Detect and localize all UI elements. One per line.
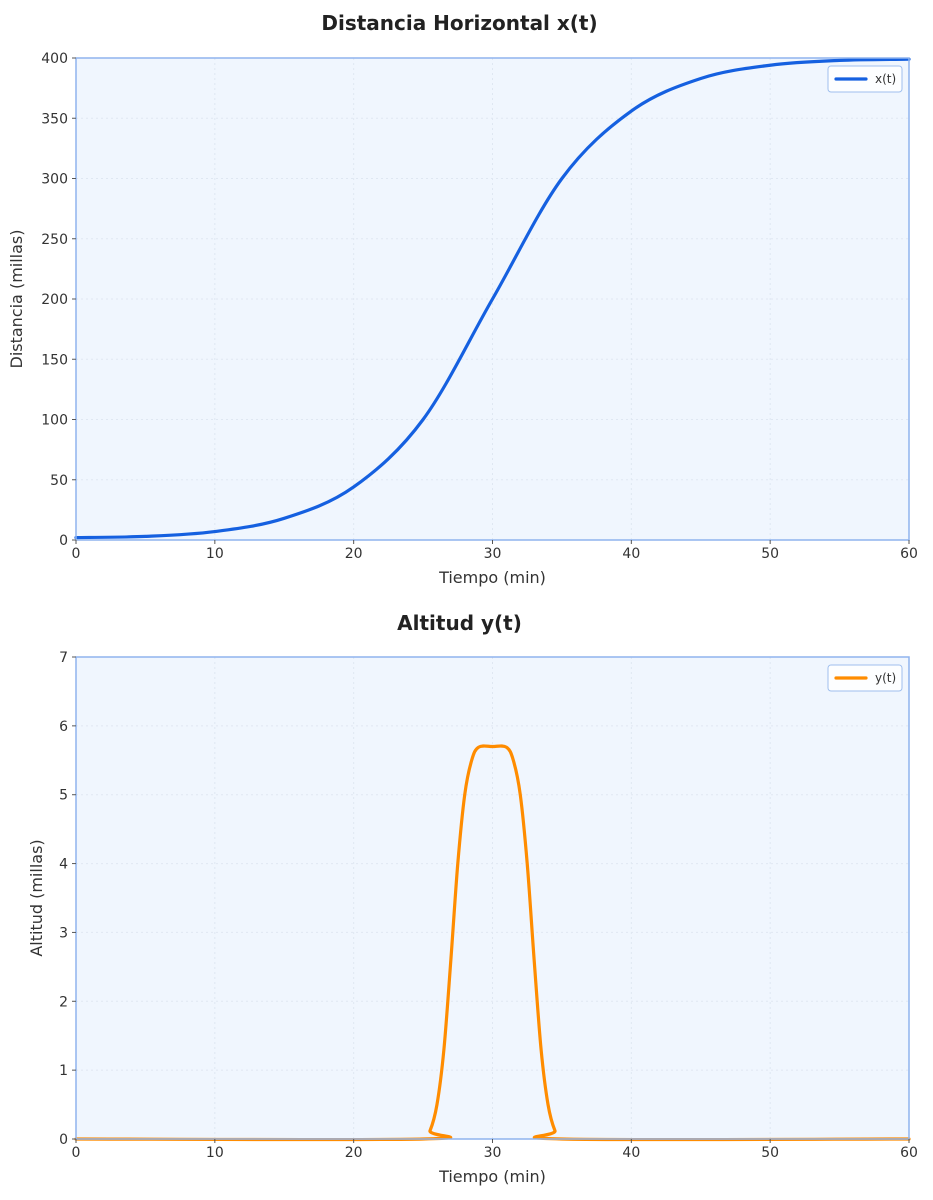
- legend: x(t): [827, 65, 903, 93]
- legend: y(t): [827, 664, 903, 692]
- x-tick-label: 0: [72, 546, 81, 562]
- y-tick-label: 0: [59, 533, 68, 549]
- y-tick-label: 2: [59, 994, 68, 1010]
- x-tick-label: 50: [761, 1145, 779, 1161]
- y-tick-label: 5: [59, 788, 68, 804]
- x-tick-label: 60: [900, 1145, 918, 1161]
- x-axis-label: Tiempo (min): [438, 1167, 546, 1186]
- chart-panel-2: 0 10 20 30 40 50 60 0 1 2 3 4 5 6 7 Altitud y(t) Tiempo …: [27, 611, 918, 1186]
- x-tick-label: 50: [761, 546, 779, 562]
- y-tick-label: 4: [59, 857, 68, 873]
- y-tick-label: 250: [41, 232, 68, 248]
- legend-label: x(t): [875, 72, 896, 86]
- series-line-x(t): [74, 57, 911, 540]
- y-tick-label: 200: [41, 292, 68, 308]
- y-tick-label: 7: [59, 650, 68, 666]
- y-tick-label: 100: [41, 413, 68, 429]
- x-tick-label: 20: [345, 546, 363, 562]
- x-tick-label: 60: [900, 546, 918, 562]
- x-tick-label: 0: [72, 1145, 81, 1161]
- x-tick-label: 30: [484, 546, 502, 562]
- y-tick-label: 50: [50, 473, 68, 489]
- x-tick-label: 10: [206, 546, 224, 562]
- chart-title: Distancia Horizontal x(t): [321, 11, 597, 35]
- y-axis-label: Altitud (millas): [27, 839, 46, 956]
- y-tick-label: 300: [41, 172, 68, 188]
- y-tick-label: 400: [41, 51, 68, 67]
- y-tick-label: 350: [41, 111, 68, 127]
- chart-panel-1: 0 10 20 30 40 50 60 0 50 100 150 200 250 300 350 400 Dis…: [7, 11, 918, 587]
- chart-title: Altitud y(t): [397, 611, 522, 635]
- x-tick-label: 40: [622, 1145, 640, 1161]
- x-tick-label: 30: [484, 1145, 502, 1161]
- x-tick-label: 20: [345, 1145, 363, 1161]
- x-tick-label: 40: [622, 546, 640, 562]
- y-tick-label: 3: [59, 925, 68, 941]
- y-tick-label: 6: [59, 719, 68, 735]
- y-axis-label: Distancia (millas): [7, 230, 26, 369]
- x-tick-label: 10: [206, 1145, 224, 1161]
- y-tick-label: 0: [59, 1132, 68, 1148]
- series-line-y(t): [74, 744, 911, 1142]
- y-tick-label: 150: [41, 352, 68, 368]
- legend-label: y(t): [875, 671, 896, 685]
- y-tick-label: 1: [59, 1063, 68, 1079]
- x-axis-label: Tiempo (min): [438, 568, 546, 587]
